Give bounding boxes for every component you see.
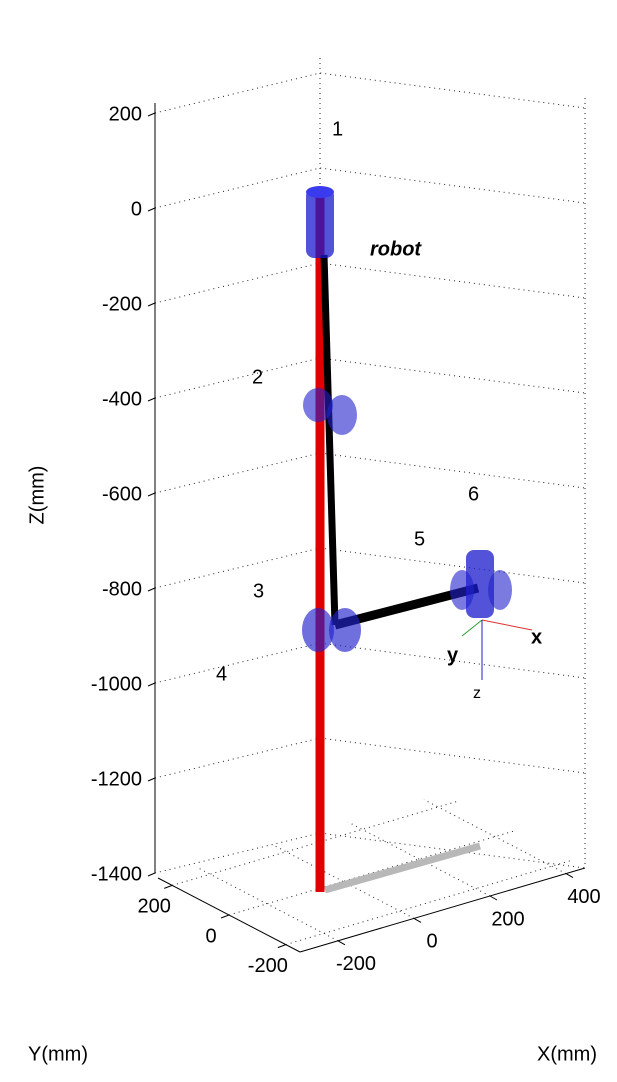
z-tick-label: 0: [131, 198, 142, 220]
z-tick-label: -400: [102, 388, 142, 410]
x-tick-label: 400: [567, 886, 600, 908]
robot: [302, 186, 533, 894]
z-tick: [147, 777, 156, 782]
x-tick-label: 200: [491, 908, 524, 930]
z-tick: [147, 872, 156, 877]
y-tick-label: 0: [205, 925, 216, 947]
link: [320, 254, 339, 626]
x-axis: [299, 867, 586, 953]
x-tick-label: 0: [426, 931, 437, 953]
joint: [302, 608, 334, 652]
joint-label: 2: [252, 366, 263, 388]
joint: [488, 570, 512, 610]
joint-label: 1: [332, 118, 343, 140]
z-tick-label: -600: [102, 483, 142, 505]
joint: [329, 608, 361, 652]
axis-label: X(mm): [537, 1043, 597, 1065]
grid-line: [347, 821, 491, 897]
y-tick: [277, 944, 286, 949]
axis-label: Y(mm): [28, 1043, 88, 1065]
joint-label: 6: [468, 483, 479, 505]
z-tick-label: -200: [102, 293, 142, 315]
z-tick: [147, 207, 156, 212]
z-tick: [147, 112, 156, 117]
frame-label: z: [473, 685, 481, 702]
axis-label: Z(mm): [26, 466, 48, 525]
base: [324, 842, 481, 894]
joint: [306, 186, 334, 198]
joint-label: 5: [414, 528, 425, 550]
joint: [327, 395, 357, 435]
frame-label: x: [531, 626, 542, 648]
grid-line: [195, 866, 339, 942]
z-tick-label: -1200: [91, 768, 142, 790]
z-tick-label: -800: [102, 578, 142, 600]
z-tick: [147, 587, 156, 592]
z-tick-label: 200: [109, 103, 142, 125]
y-tick: [164, 884, 173, 889]
z-tick-label: -1400: [91, 863, 142, 885]
joint: [450, 570, 474, 610]
joint: [466, 550, 494, 618]
x-tick: [413, 917, 422, 923]
x-tick: [337, 940, 346, 946]
x-tick-label: -200: [336, 953, 376, 975]
x-tick: [565, 873, 574, 879]
grid-line: [423, 799, 567, 875]
y-tick-label: -200: [248, 955, 288, 977]
y-tick-label: 200: [138, 896, 171, 918]
frame-label: y: [447, 644, 459, 666]
y-tick: [220, 914, 230, 919]
x-tick: [489, 895, 498, 901]
joint: [303, 388, 333, 422]
frame-axis: [481, 619, 533, 631]
joint: [306, 188, 334, 258]
z-tick: [147, 492, 156, 497]
z-tick: [147, 397, 156, 402]
z-tick: [147, 682, 156, 687]
z-tick-label: -1000: [91, 673, 142, 695]
robot-name: robot: [370, 238, 422, 260]
joint-label: 3: [253, 580, 264, 602]
z-tick: [147, 302, 156, 307]
joint-label: 4: [216, 663, 227, 685]
frame-axis: [461, 619, 483, 637]
